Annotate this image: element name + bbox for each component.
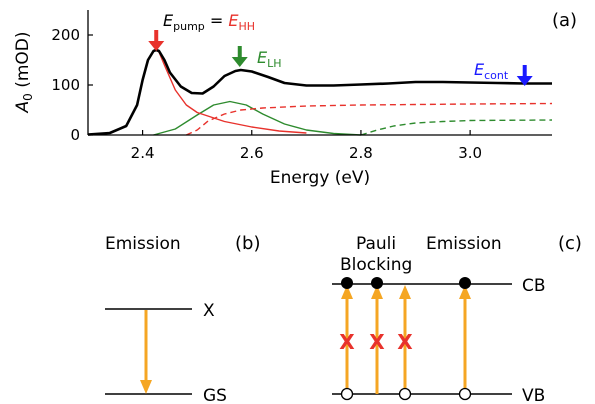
- series-line-3: [153, 100, 361, 136]
- level-gs-label: GS: [203, 386, 227, 404]
- diagram-c-title: Emission: [426, 234, 502, 254]
- down-arrow-red-icon: [148, 30, 165, 51]
- plot-area: [87, 48, 553, 136]
- electron-1-icon: [341, 277, 353, 289]
- x-tick-label: 2.8: [349, 144, 373, 162]
- panel-label-b: (b): [235, 233, 260, 254]
- band-vb-label: VB: [522, 386, 545, 404]
- panel-label-a: (a): [552, 10, 577, 31]
- hole-1-icon: [340, 387, 354, 401]
- pauli-label-line1: Pauli: [356, 234, 396, 254]
- hole-2-icon: [398, 387, 412, 401]
- emission-arrow-icon: [140, 310, 152, 394]
- y-tick-label: 0: [70, 126, 80, 144]
- series-line-2: [186, 102, 553, 136]
- annotation-lh: ELH: [231, 46, 282, 70]
- transition-arrow-1-icon: [341, 285, 353, 391]
- y-ticks: 0 100 200: [51, 26, 93, 144]
- hole-3-icon: [458, 387, 472, 401]
- x-tick-label: 3.0: [458, 144, 482, 162]
- transition-arrow-4-icon: [459, 285, 471, 391]
- series-line-0: [87, 48, 552, 136]
- transition-arrow-3-icon: [399, 285, 411, 391]
- series-line-4: [360, 119, 553, 136]
- annotation-pump: Epump = EHH: [148, 11, 255, 51]
- label-elh: ELH: [257, 48, 282, 70]
- electron-3-icon: [459, 277, 471, 289]
- transition-arrow-2-icon: [371, 285, 383, 394]
- band-diagram: Pauli Blocking Emission (c) CB VB X X X: [332, 233, 582, 404]
- band-cb-label: CB: [522, 276, 546, 296]
- down-arrow-blue-icon: [516, 65, 533, 86]
- electron-2-icon: [371, 277, 383, 289]
- down-arrow-green-icon: [231, 46, 248, 67]
- blocked-mark-2: X: [369, 330, 385, 354]
- diagram-b-title: Emission: [105, 234, 181, 254]
- label-econt: Econt: [474, 60, 509, 82]
- label-epump: Epump = EHH: [163, 11, 255, 33]
- y-axis-label: A0 (mOD): [13, 32, 35, 114]
- x-axis-label: Energy (eV): [270, 168, 370, 188]
- y-tick-label: 100: [51, 76, 80, 94]
- panel-label-c: (c): [558, 233, 582, 254]
- x-ticks: 2.4 2.6 2.8 3.0: [131, 130, 482, 162]
- level-x-label: X: [203, 301, 215, 321]
- x-tick-label: 2.4: [131, 144, 155, 162]
- pauli-label-line2: Blocking: [340, 255, 412, 275]
- blocked-mark-1: X: [339, 330, 355, 354]
- blocked-mark-3: X: [397, 330, 413, 354]
- emission-diagram: Emission (b) X GS: [105, 233, 260, 404]
- y-tick-label: 200: [51, 26, 80, 44]
- annotation-cont: Econt: [474, 60, 533, 86]
- spectrum-panel: (a) 2.4 2.6 2.8 3.0 0 100 200 Energy (eV) A0 …: [13, 10, 577, 188]
- x-tick-label: 2.6: [240, 144, 264, 162]
